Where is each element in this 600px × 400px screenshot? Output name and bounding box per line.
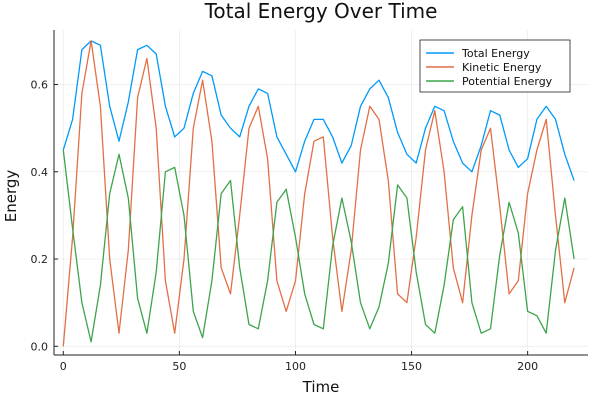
legend-label-total-energy: Total Energy (461, 47, 530, 60)
x-tick-label: 150 (401, 360, 422, 373)
y-axis-label: Energy (2, 170, 20, 223)
legend-box (419, 39, 571, 93)
chart-title: Total Energy Over Time (204, 0, 438, 23)
x-axis-label: Time (302, 378, 340, 396)
y-tick-label: 0.2 (31, 253, 49, 266)
y-tick-label: 0.4 (31, 166, 49, 179)
series-line-potential-energy (62, 149, 575, 343)
legend-label-potential-energy: Potential Energy (462, 75, 553, 88)
x-tick-label: 50 (172, 360, 186, 373)
x-tick-label: 200 (517, 360, 538, 373)
y-tick-label: 0.0 (31, 340, 49, 353)
y-tick-label: 0.6 (31, 79, 49, 92)
series-line-total-energy (62, 40, 575, 181)
x-tick-label: 0 (60, 360, 67, 373)
legend-label-kinetic-energy: Kinetic Energy (462, 61, 542, 74)
plot-area: 0 50 100 150 200 0.0 0.2 0.4 0.6 (31, 30, 588, 373)
series-line-kinetic-energy (62, 40, 575, 347)
x-tick-label: 100 (285, 360, 306, 373)
